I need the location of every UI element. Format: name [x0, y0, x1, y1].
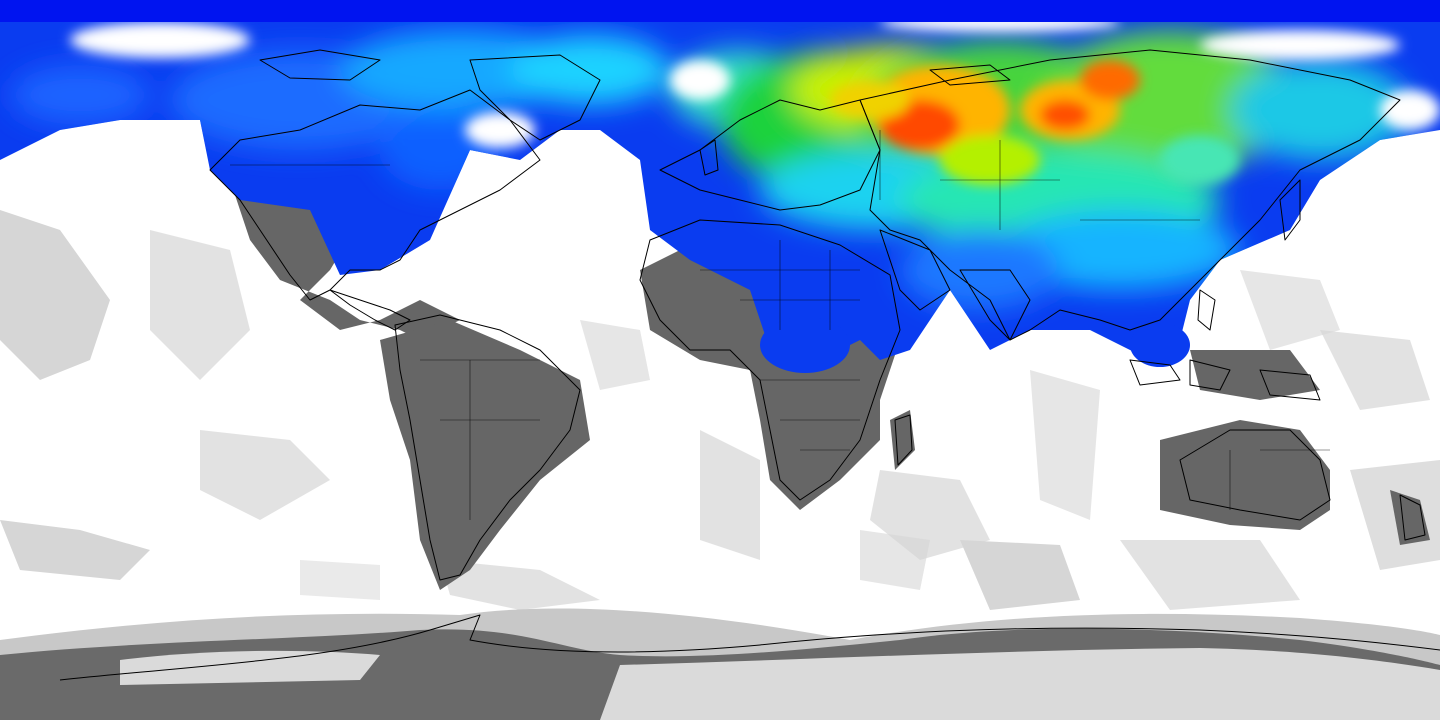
central-africa-patch — [760, 317, 850, 373]
coastline-overlay — [59, 49, 1440, 681]
south-china-sea-patch — [1130, 323, 1190, 367]
antarctic-region — [0, 608, 1440, 720]
country-borders — [230, 130, 1330, 520]
light-grey-regions — [0, 210, 1440, 610]
data-field — [0, 0, 1440, 370]
